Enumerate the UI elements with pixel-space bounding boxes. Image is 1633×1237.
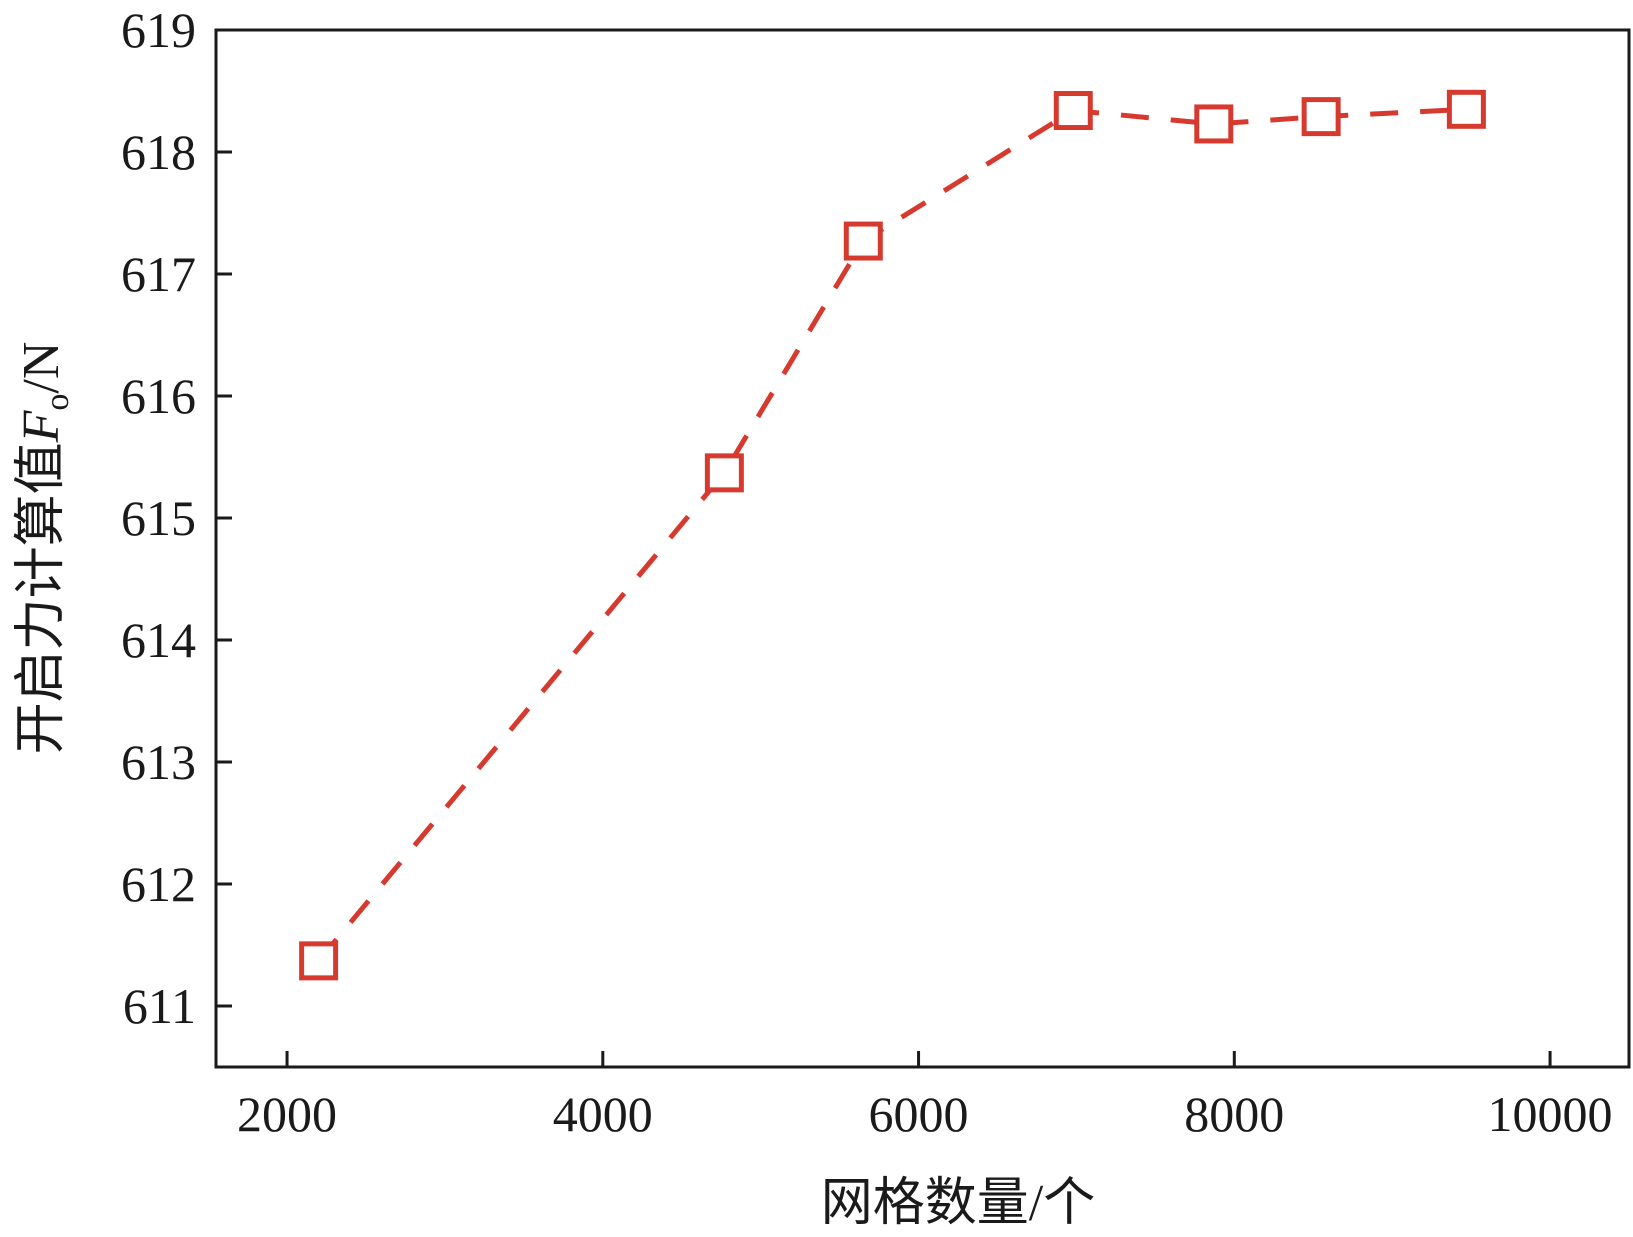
y-tick-label: 615 [121, 490, 196, 546]
data-point-marker [704, 453, 744, 493]
y-tick-label: 618 [121, 124, 196, 180]
data-point-marker [299, 941, 339, 981]
y-tick-label: 619 [121, 2, 196, 58]
y-axis-title-unit: /N [13, 342, 70, 394]
plot-frame [214, 28, 1631, 1069]
x-tick-label: 4000 [553, 1086, 653, 1142]
y-tick-label: 611 [123, 978, 196, 1034]
x-tick-label: 6000 [869, 1086, 969, 1142]
data-point-marker [1446, 89, 1486, 129]
x-axis-title: 网格数量/个 [821, 1175, 1095, 1232]
data-point-marker [1194, 104, 1234, 144]
y-axis-title: 开启力计算值Fo/N [13, 342, 76, 755]
y-tick-label: 614 [121, 612, 196, 668]
data-point-marker [1301, 97, 1341, 137]
y-axis-title-main: 开启力计算值 [13, 442, 70, 754]
data-point-marker [843, 221, 883, 261]
y-axis-title-symbol: F [13, 409, 70, 443]
svg-text:开启力计算值Fo/N: 开启力计算值Fo/N [13, 342, 76, 755]
y-tick-label: 616 [121, 368, 196, 424]
x-tick-label: 2000 [237, 1086, 337, 1142]
x-tick-label: 8000 [1184, 1086, 1284, 1142]
y-axis: 611 612 613 614 615 616 617 618 619 [121, 2, 232, 1034]
series-layer [299, 89, 1486, 981]
series-line [316, 106, 1467, 963]
y-axis-title-subscript: o [39, 394, 76, 411]
y-tick-label: 612 [121, 856, 196, 912]
data-point-marker [1053, 91, 1093, 131]
x-tick-label: 10000 [1488, 1086, 1613, 1142]
y-tick-label: 617 [121, 246, 196, 302]
x-axis: 2000 4000 6000 8000 10000 [237, 1051, 1613, 1142]
y-tick-label: 613 [121, 734, 196, 790]
